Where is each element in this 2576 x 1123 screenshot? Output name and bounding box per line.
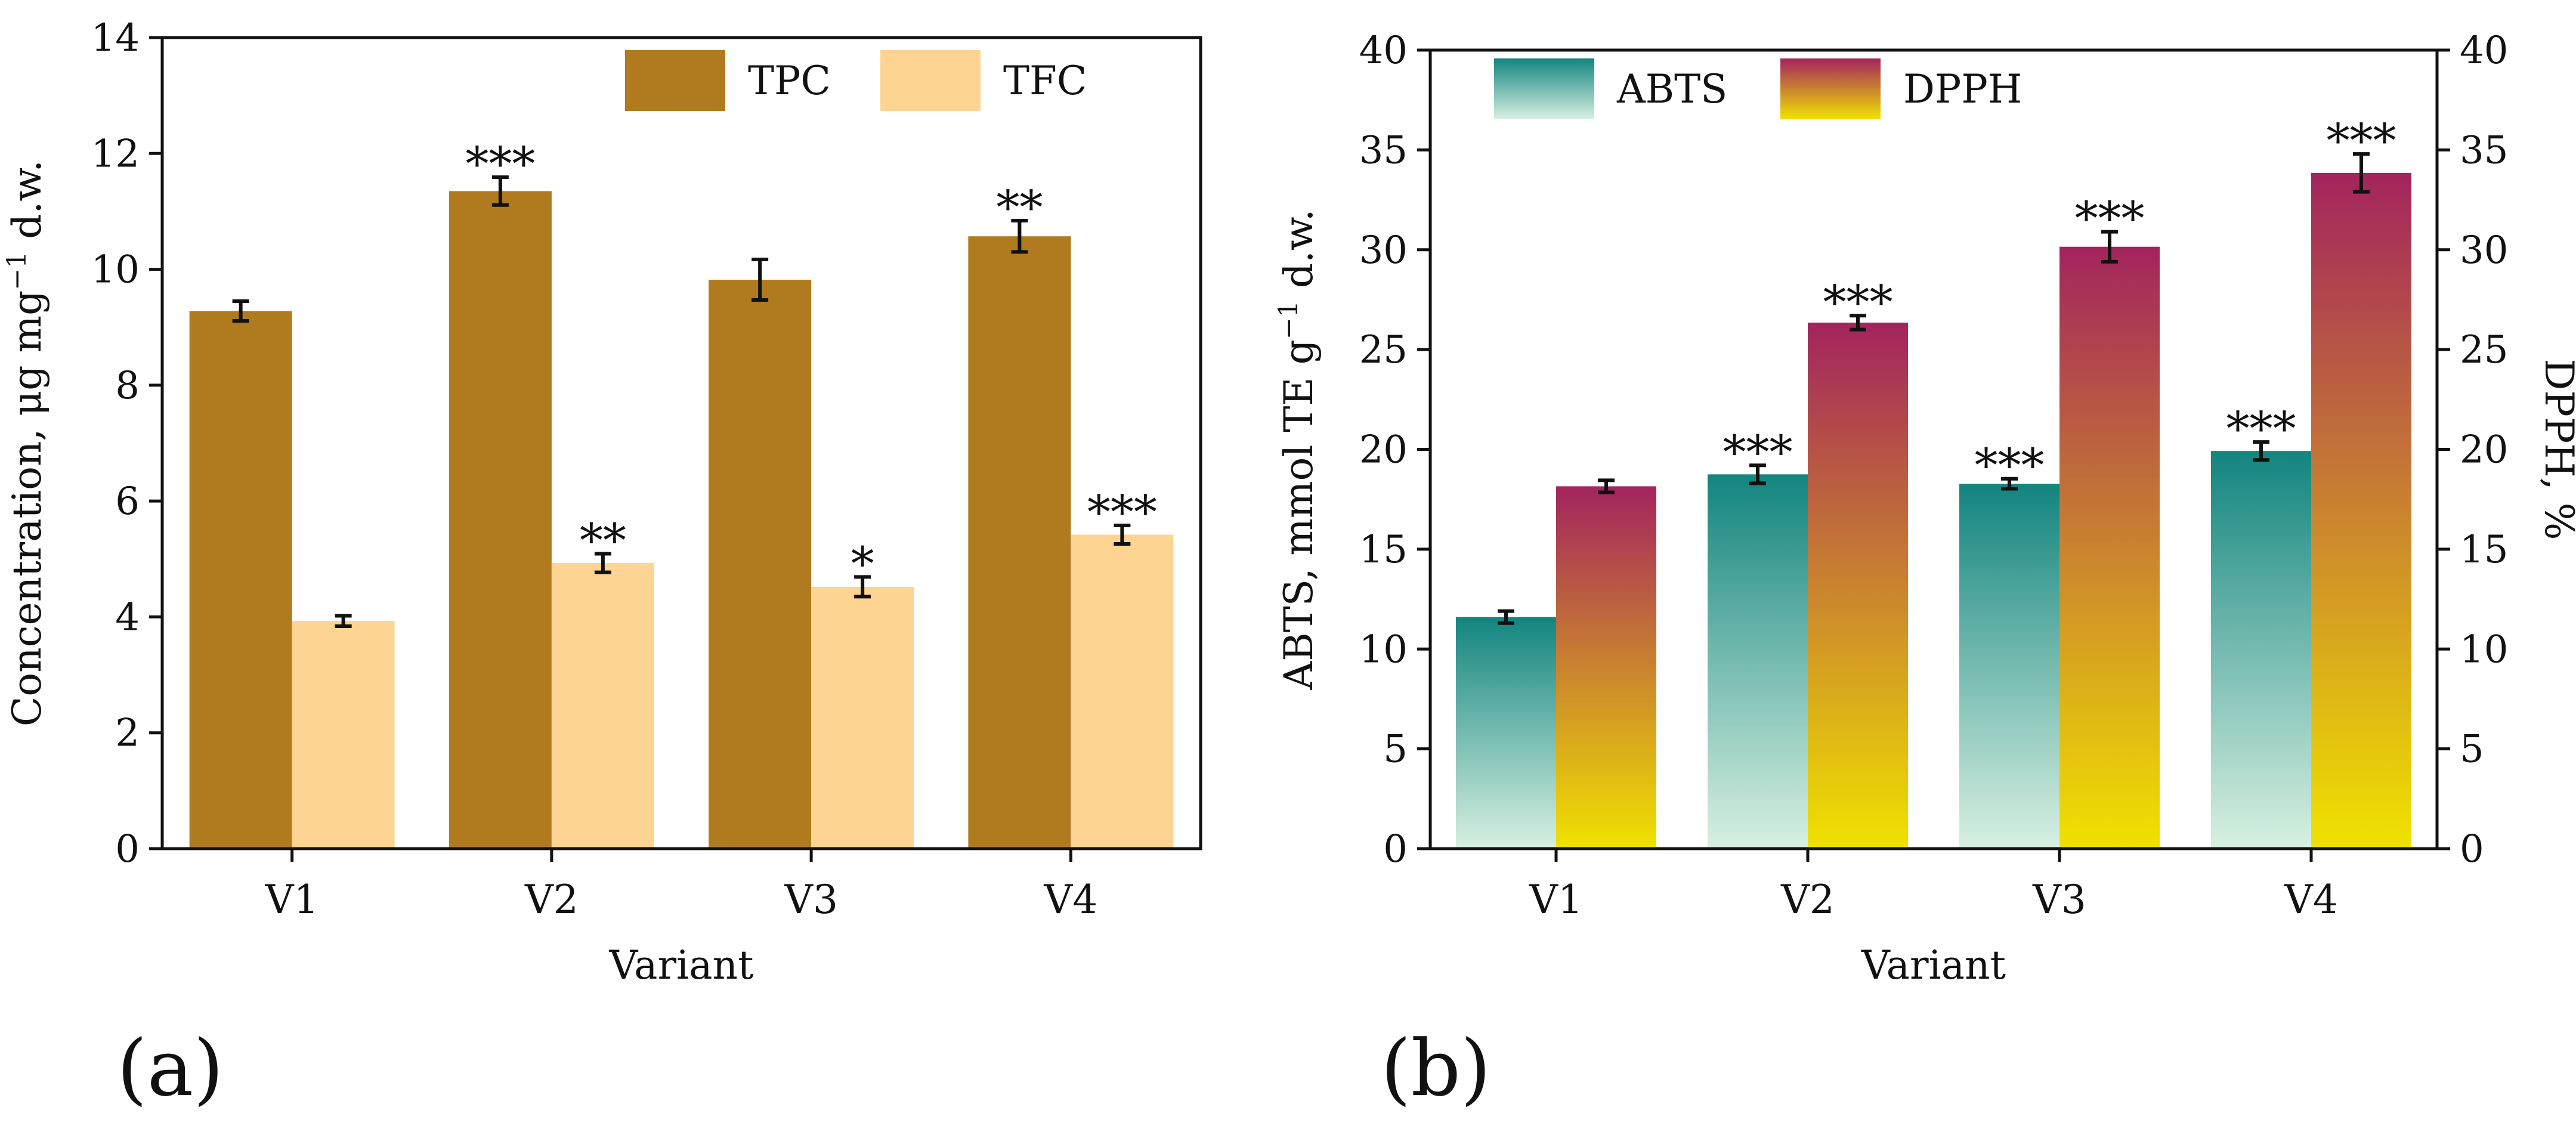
x-tick-label-v1: V1: [265, 877, 319, 923]
y-tick-label: 10: [1359, 627, 1408, 672]
significance-tfc-v3: *: [851, 537, 874, 591]
y-right-tick-label: 20: [2460, 428, 2508, 472]
y-tick-label: 5: [1383, 728, 1408, 772]
y-tick-label: 35: [1359, 128, 1408, 172]
bar-tfc-v2: [552, 563, 654, 849]
x-tick-label-v2: V2: [524, 877, 579, 923]
y-tick-label: 30: [1359, 228, 1408, 273]
x-axis-label: Variant: [609, 942, 754, 988]
significance-dpph-v4: ***: [2327, 115, 2396, 168]
chart-panel-b: *** *** *** *** *** *** 0 5 10 15 20 25 30 35 40 0 5 10 15…: [1273, 29, 2576, 988]
significance-dpph-v3: ***: [2075, 193, 2145, 246]
x-tick-label-v2: V2: [1780, 877, 1835, 923]
y-axis-label-main: ABTS, mmol TE g: [1276, 339, 1322, 690]
y-axis-label-tail: d.w.: [4, 160, 50, 252]
bar-tpc-v4: [968, 236, 1071, 849]
bar-abts-v3: [1959, 484, 2059, 849]
bar-tpc-v3: [709, 280, 811, 849]
panel-label-b: (b): [1381, 1023, 1491, 1113]
y-tick-label: 20: [1359, 428, 1408, 472]
bar-abts-v2: [1708, 474, 1808, 849]
y-right-tick-label: 25: [2460, 328, 2508, 372]
significance-tpc-v4: **: [996, 181, 1043, 235]
bar-dpph-v4: [2311, 173, 2411, 849]
x-tick-label-v4: V4: [2284, 877, 2338, 923]
y-right-tick-label: 30: [2460, 228, 2508, 273]
legend-swatch-dpph: [1780, 58, 1881, 119]
significance-tpc-v2: ***: [465, 138, 535, 191]
y-tick-label: 0: [115, 827, 140, 871]
y-axis-label-sup: −1: [1273, 301, 1304, 339]
y-axis-label-tail: d.w.: [1276, 209, 1322, 301]
bar-abts-v1: [1456, 617, 1556, 849]
y-axis-label: ABTS, mmol TE g−1 d.w.: [1273, 209, 1322, 690]
legend-label-abts: ABTS: [1616, 66, 1727, 112]
y-tick-label: 15: [1359, 528, 1408, 572]
bar-abts-v4: [2211, 451, 2311, 849]
y-tick-label: 25: [1359, 328, 1408, 372]
bar-dpph-v3: [2059, 247, 2160, 849]
x-tick-label-v1: V1: [1529, 877, 1583, 923]
y-tick-label: 0: [1383, 827, 1408, 871]
y-right-axis-label: DPPH, %: [2536, 359, 2576, 540]
x-axis-label: Variant: [1861, 942, 2006, 988]
significance-abts-v2: ***: [1723, 426, 1793, 479]
bar-tfc-v1: [292, 621, 395, 849]
x-tick-label-v3: V3: [784, 877, 838, 923]
y-right-tick-label: 5: [2460, 728, 2484, 772]
significance-dpph-v2: ***: [1823, 276, 1893, 330]
y-right-tick-label: 15: [2460, 528, 2508, 572]
y-tick-label: 6: [115, 479, 140, 524]
bar-tpc-v1: [190, 311, 292, 849]
y-axis-label: Concentration, μg mg−1 d.w.: [2, 160, 51, 726]
y-tick-label: 40: [1359, 29, 1408, 73]
significance-tfc-v4: ***: [1087, 486, 1157, 540]
bar-dpph-v2: [1808, 323, 1908, 849]
x-tick-label-v4: V4: [1044, 877, 1098, 923]
y-right-tick-label: 10: [2460, 627, 2508, 672]
y-tick-label: 10: [91, 248, 140, 292]
significance-abts-v4: ***: [2226, 403, 2296, 456]
legend-swatch-tfc: [880, 50, 981, 111]
bar-tfc-v3: [811, 587, 914, 849]
bar-dpph-v1: [1556, 486, 1656, 849]
legend-swatch-tpc: [625, 50, 725, 111]
legend-label-dpph: DPPH: [1903, 66, 2022, 112]
legend-label-tpc: TPC: [748, 58, 831, 104]
significance-tfc-v2: **: [580, 515, 626, 568]
bar-tpc-v2: [449, 191, 552, 849]
y-tick-label: 8: [115, 364, 140, 408]
y-right-tick-label: 40: [2460, 29, 2508, 73]
bar-tfc-v4: [1071, 534, 1173, 849]
y-tick-label: 14: [91, 16, 140, 60]
x-tick-label-v3: V3: [2032, 877, 2086, 923]
y-tick-label: 12: [91, 132, 140, 176]
y-tick-label: 2: [115, 711, 140, 756]
y-right-tick-label: 0: [2460, 827, 2484, 871]
legend-label-tfc: TFC: [1003, 58, 1087, 104]
legend-swatch-abts: [1494, 58, 1594, 119]
panel-label-a: (a): [117, 1023, 224, 1113]
y-axis-label-main: Concentration, μg mg: [4, 290, 50, 726]
y-tick-label: 4: [115, 595, 140, 639]
y-right-tick-label: 35: [2460, 128, 2508, 172]
y-axis-label-sup: −1: [2, 252, 32, 290]
significance-abts-v3: ***: [1975, 440, 2045, 493]
